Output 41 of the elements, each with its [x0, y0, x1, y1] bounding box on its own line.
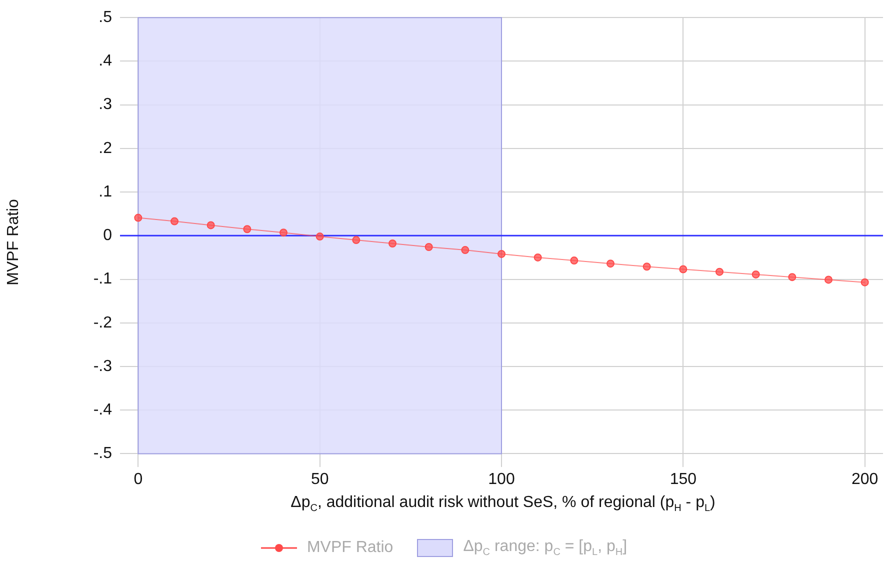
point: [498, 250, 506, 258]
y-tick-label: -.3: [93, 358, 112, 375]
point: [788, 273, 796, 282]
point: [424, 243, 433, 251]
text: Δp$_{C}$ range: p$_{C}$ = [p$_{L}$, p$_{H}$]: [463, 538, 628, 558]
point: [206, 221, 215, 230]
x-tick-label: 0: [134, 470, 143, 488]
y-tick-label: .1: [98, 183, 112, 200]
point: [752, 270, 760, 278]
point: [679, 265, 688, 274]
point: [534, 253, 542, 262]
y-tick-label: -.2: [93, 314, 112, 332]
point: [280, 228, 288, 237]
y-axis-title: MVPF Ratio: [5, 198, 22, 286]
point: [606, 260, 614, 268]
y-tick-label: .4: [98, 52, 112, 70]
point: [243, 225, 252, 234]
point: [170, 217, 178, 226]
point: [860, 278, 869, 286]
x-tick-label: 100: [488, 470, 515, 488]
y-tick-label: -.1: [93, 270, 112, 288]
legend-label: MVPF Ratio: [306, 539, 394, 558]
point: [461, 246, 470, 254]
x-tick-label: 150: [670, 470, 697, 488]
point: [716, 268, 724, 276]
point: [388, 240, 396, 248]
x-axis-title: Δp$_{C}$, additional audit risk without SeS, % of regional (p$_{H}$ - p$_{L}$): [290, 494, 716, 514]
y-tick-label: .3: [98, 96, 112, 114]
y-tick-label: -.4: [93, 402, 112, 419]
y-tick-label: 0: [103, 227, 112, 244]
point: [570, 256, 578, 265]
x-tick-label: 50: [310, 470, 329, 488]
point: [642, 262, 651, 271]
y-tick-label: -.5: [93, 445, 112, 462]
point: [352, 236, 360, 244]
point: [316, 232, 324, 241]
point: [134, 214, 142, 222]
y-tick-label: .2: [98, 140, 112, 157]
x-tick-label: 200: [851, 470, 878, 488]
y-tick-label: .5: [98, 9, 112, 26]
point: [824, 276, 832, 284]
